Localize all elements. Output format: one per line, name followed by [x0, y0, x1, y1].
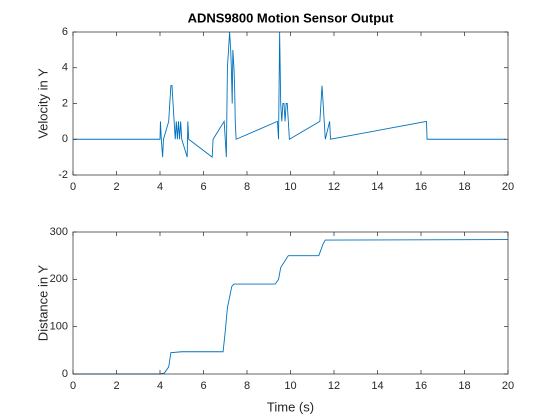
x-tick-label: 4: [157, 181, 163, 193]
x-tick-label: 0: [70, 181, 76, 193]
y-axis-label: Velocity in Y: [35, 68, 50, 139]
x-tick-label: 16: [415, 380, 427, 392]
x-tick-label: 8: [244, 380, 250, 392]
data-line: [73, 239, 509, 375]
x-tick-label: 6: [200, 380, 206, 392]
y-tick-label: 2: [62, 97, 68, 109]
x-tick-label: 14: [371, 380, 383, 392]
y-tick-label: 6: [62, 26, 68, 38]
x-tick-label: 2: [113, 380, 119, 392]
x-tick-label: 10: [284, 380, 296, 392]
y-tick-label: 300: [50, 226, 68, 238]
x-tick-label: 20: [502, 380, 514, 392]
chart-title: ADNS9800 Motion Sensor Output: [188, 10, 395, 25]
axes-box: [73, 232, 508, 374]
x-tick-label: 18: [458, 380, 470, 392]
x-tick-label: 10: [284, 181, 296, 193]
x-tick-label: 6: [200, 181, 206, 193]
x-tick-label: 16: [415, 181, 427, 193]
y-tick-label: 0: [62, 133, 68, 145]
y-tick-label: 0: [62, 368, 68, 380]
y-tick-label: -2: [58, 169, 68, 181]
y-tick-label: 200: [50, 273, 68, 285]
x-tick-label: 0: [70, 380, 76, 392]
x-tick-label: 20: [502, 181, 514, 193]
y-tick-label: 100: [50, 321, 68, 333]
y-axis-label: Distance in Y: [35, 264, 50, 341]
x-tick-label: 8: [244, 181, 250, 193]
x-tick-label: 4: [157, 380, 163, 392]
x-tick-label: 2: [113, 181, 119, 193]
data-line: [73, 31, 506, 159]
x-tick-label: 14: [371, 181, 383, 193]
x-tick-label: 12: [328, 181, 340, 193]
axes-box: [73, 32, 508, 175]
x-axis-label: Time (s): [267, 399, 314, 414]
x-tick-label: 12: [328, 380, 340, 392]
y-tick-label: 4: [62, 62, 68, 74]
x-tick-label: 18: [458, 181, 470, 193]
